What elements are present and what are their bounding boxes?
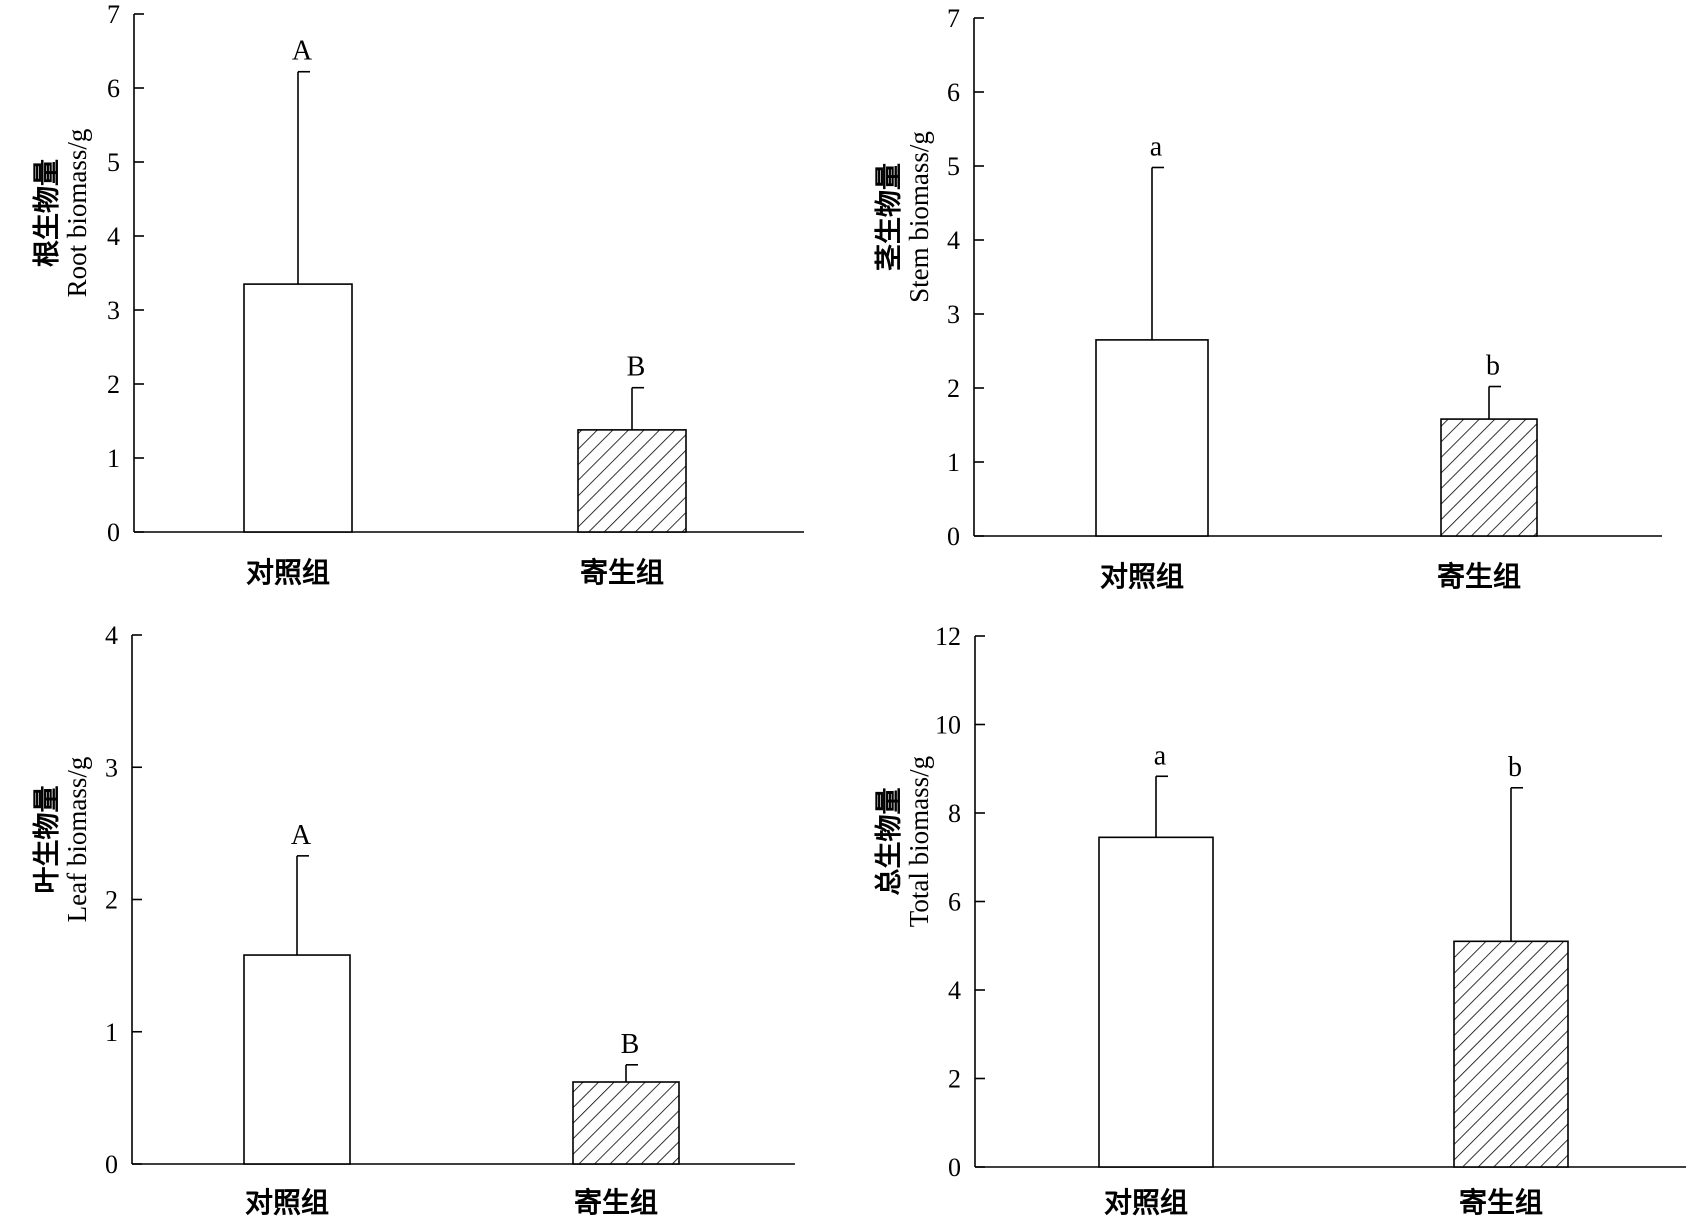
root-significance-label: A (292, 36, 313, 67)
stem-y-axis-label-cn: 茎生物量 (874, 163, 905, 271)
leaf-y-tick-label: 4 (105, 621, 118, 650)
stem-bar-control (1095, 339, 1209, 537)
root-y-axis-label: 根生物量 (32, 159, 63, 267)
stem-y-axis-label-en: Stem biomass/g (904, 131, 934, 303)
leaf-y-tick-label: 2 (105, 886, 118, 915)
leaf-biomass-panel: 0 1 2 3 4 A 对照组 B 寄生组 叶生物量 Leaf biomass/g (32, 621, 795, 1219)
total-significance-label: a (1154, 740, 1167, 771)
total-y-tick-label: 8 (948, 799, 961, 828)
root-bar-parasitic (577, 429, 687, 533)
root-y-tick-label: 5 (107, 148, 120, 177)
root-y-tick-label: 6 (107, 74, 120, 103)
stem-y-tick-label: 5 (947, 152, 960, 181)
root-category-label: 对照组 (246, 556, 330, 589)
root-significance-label: B (627, 352, 646, 383)
total-bar-control (1098, 836, 1214, 1168)
root-y-tick-label: 0 (107, 518, 120, 547)
total-category-label: 对照组 (1104, 1186, 1188, 1216)
stem-category-label: 对照组 (1100, 560, 1184, 593)
leaf-y-tick-label: 0 (105, 1150, 118, 1179)
stem-category-label: 寄生组 (1437, 560, 1521, 593)
root-y-tick-label: 1 (107, 444, 120, 473)
leaf-y-tick-label: 3 (105, 753, 118, 782)
root-bar-control (243, 283, 353, 533)
total-y-axis-label: 总生物量 (874, 788, 905, 896)
stem-y-tick-label: 2 (947, 374, 960, 403)
leaf-category-label: 对照组 (245, 1186, 329, 1216)
total-y-tick-label: 2 (948, 1065, 961, 1094)
total-y-tick-label: 4 (948, 976, 961, 1005)
leaf-y-tick-label: 1 (105, 1018, 118, 1047)
leaf-category-label: 寄生组 (574, 1186, 658, 1216)
total-biomass-panel: 0 2 4 6 8 10 12 a 对照组 b 寄生组 总生物量 Total biomass/g (874, 622, 1686, 1219)
stem-significance-label: b (1486, 351, 1500, 382)
leaf-y-axis-label-cn: 叶生物量 (32, 786, 63, 894)
total-y-axis-label-cn: 总生物量 (874, 788, 905, 896)
leaf-bar-parasitic (572, 1081, 680, 1165)
root-y-tick-label: 3 (107, 296, 120, 325)
leaf-y-axis-label-en: Leaf biomass/g (62, 757, 92, 923)
leaf-bar-control (243, 954, 351, 1165)
root-y-axis-label-en: Root biomass/g (62, 129, 92, 298)
root-biomass-panel: 0 1 2 3 4 5 6 7 A 对照组 B 寄生组 根生物量 Root biomass/g (32, 0, 804, 589)
root-y-tick-label: 7 (107, 0, 120, 29)
root-y-axis-label-cn: 根生物量 (32, 159, 63, 267)
root-category-label: 寄生组 (580, 556, 664, 589)
stem-y-tick-label: 6 (947, 78, 960, 107)
root-y-tick-label: 2 (107, 370, 120, 399)
leaf-y-axis-label: 叶生物量 (32, 786, 63, 894)
total-significance-label: b (1508, 752, 1522, 783)
leaf-significance-label: B (621, 1029, 640, 1060)
stem-y-tick-label: 3 (947, 300, 960, 329)
stem-y-tick-label: 7 (947, 4, 960, 33)
total-bar-parasitic (1453, 940, 1569, 1168)
stem-biomass-panel: 0 1 2 3 4 5 6 7 a 对照组 b 寄生组 茎生物量 Stem biomass/g (874, 4, 1662, 593)
leaf-significance-label: A (291, 820, 312, 851)
total-y-tick-label: 10 (935, 711, 961, 740)
stem-y-tick-label: 1 (947, 448, 960, 477)
stem-bar-parasitic (1440, 418, 1538, 537)
total-y-tick-label: 6 (948, 888, 961, 917)
stem-significance-label: a (1150, 131, 1163, 162)
stem-y-tick-label: 4 (947, 226, 960, 255)
stem-y-tick-label: 0 (947, 522, 960, 551)
total-y-axis-label-en: Total biomass/g (904, 756, 934, 927)
total-y-tick-label: 0 (948, 1153, 961, 1182)
total-y-tick-label: 12 (935, 622, 961, 651)
total-category-label: 寄生组 (1459, 1186, 1543, 1216)
stem-y-axis-label: 茎生物量 (874, 163, 905, 271)
root-y-tick-label: 4 (107, 222, 120, 251)
